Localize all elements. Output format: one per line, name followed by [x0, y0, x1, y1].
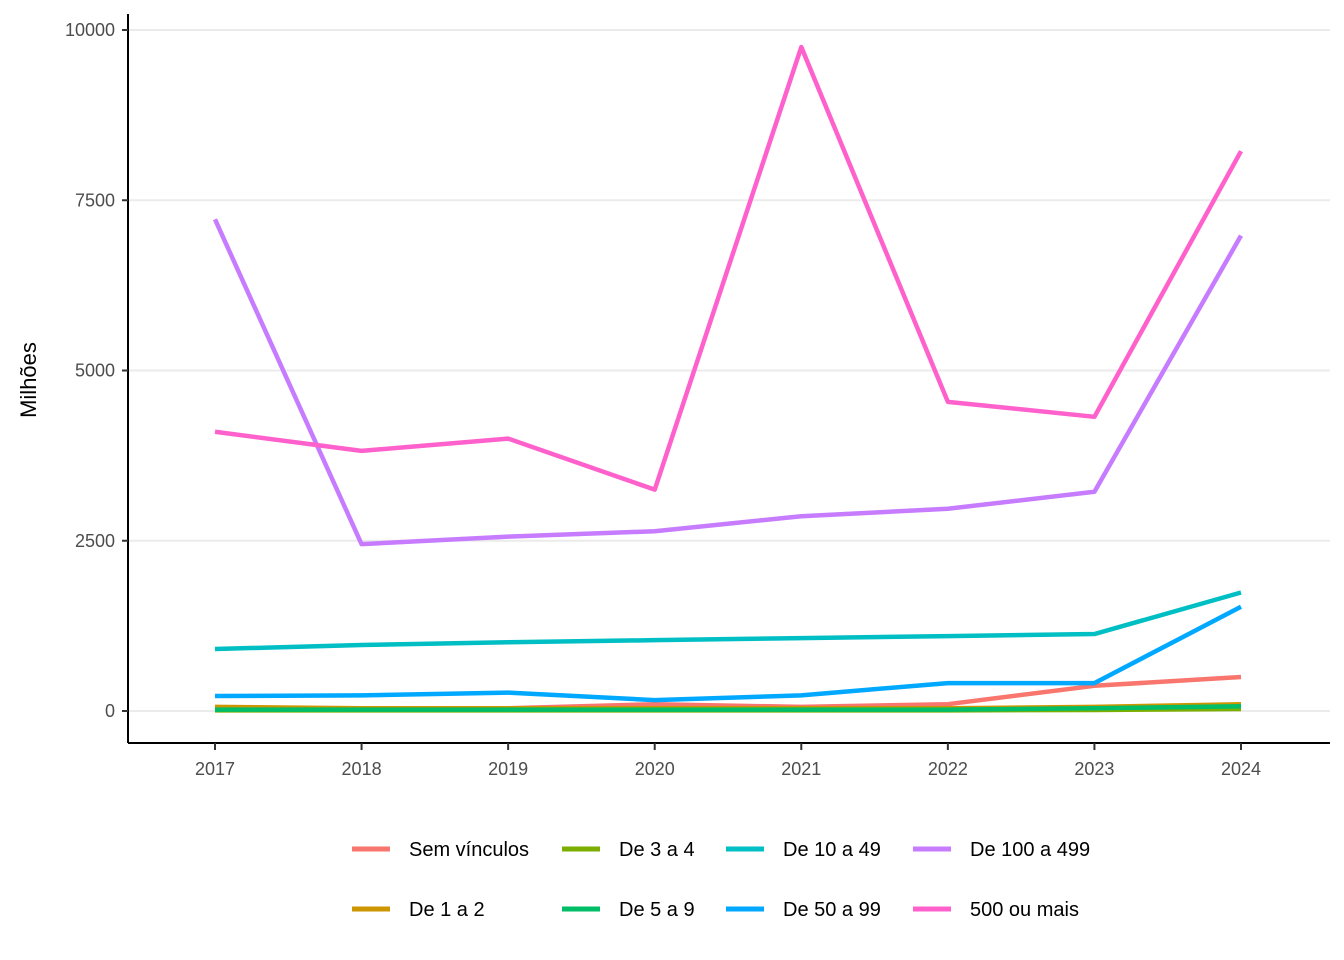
- series-line-3: [215, 703, 1242, 712]
- x-tick-label: 2023: [1074, 759, 1114, 779]
- x-tick-label: 2021: [781, 759, 821, 779]
- legend-label: De 50 a 99: [783, 899, 881, 921]
- series-line-7: [214, 44, 1243, 492]
- series-line-5: [214, 604, 1243, 703]
- series-lines: [212, 44, 1243, 713]
- legend-item: Sem vínculos: [352, 839, 529, 861]
- axes: [127, 14, 1330, 744]
- legend-label: De 10 a 49: [783, 839, 881, 861]
- legend: Sem vínculos De 1 a 2 De 3 a 4 De 5 a 9 De 1…: [352, 839, 1090, 921]
- legend-item: 500 ou mais: [913, 899, 1079, 921]
- x-tick-label: 2018: [342, 759, 382, 779]
- legend-item: De 10 a 49: [726, 839, 881, 861]
- y-tick-label: 10000: [65, 20, 115, 40]
- x-tick-label: 2017: [195, 759, 235, 779]
- legend-label: De 5 a 9: [619, 899, 695, 921]
- series-line-6: [212, 218, 1243, 547]
- x-tick-label: 2020: [635, 759, 675, 779]
- legend-label: De 3 a 4: [619, 839, 695, 861]
- legend-item: De 3 a 4: [562, 839, 695, 861]
- x-tick-label: 2022: [928, 759, 968, 779]
- legend-label: 500 ou mais: [970, 899, 1079, 921]
- x-ticks: 2017 2018 2019 2020 2021 2022 2023 2024: [195, 743, 1261, 779]
- y-tick-label: 2500: [75, 531, 115, 551]
- legend-item: De 5 a 9: [562, 899, 695, 921]
- y-tick-label: 7500: [75, 190, 115, 210]
- legend-item: De 100 a 499: [913, 839, 1090, 861]
- y-tick-label: 5000: [75, 361, 115, 381]
- legend-item: De 50 a 99: [726, 899, 881, 921]
- y-ticks: 0 2500 5000 7500 10000: [65, 20, 128, 721]
- x-tick-label: 2019: [488, 759, 528, 779]
- series-line-4: [214, 590, 1242, 652]
- legend-label: Sem vínculos: [409, 839, 529, 861]
- y-axis-title: Milhões: [16, 342, 41, 418]
- y-tick-label: 0: [105, 701, 115, 721]
- x-tick-label: 2024: [1221, 759, 1261, 779]
- gridlines: [128, 29, 1330, 712]
- legend-label: De 1 a 2: [409, 899, 485, 921]
- legend-item: De 1 a 2: [352, 899, 485, 921]
- legend-label: De 100 a 499: [970, 839, 1090, 861]
